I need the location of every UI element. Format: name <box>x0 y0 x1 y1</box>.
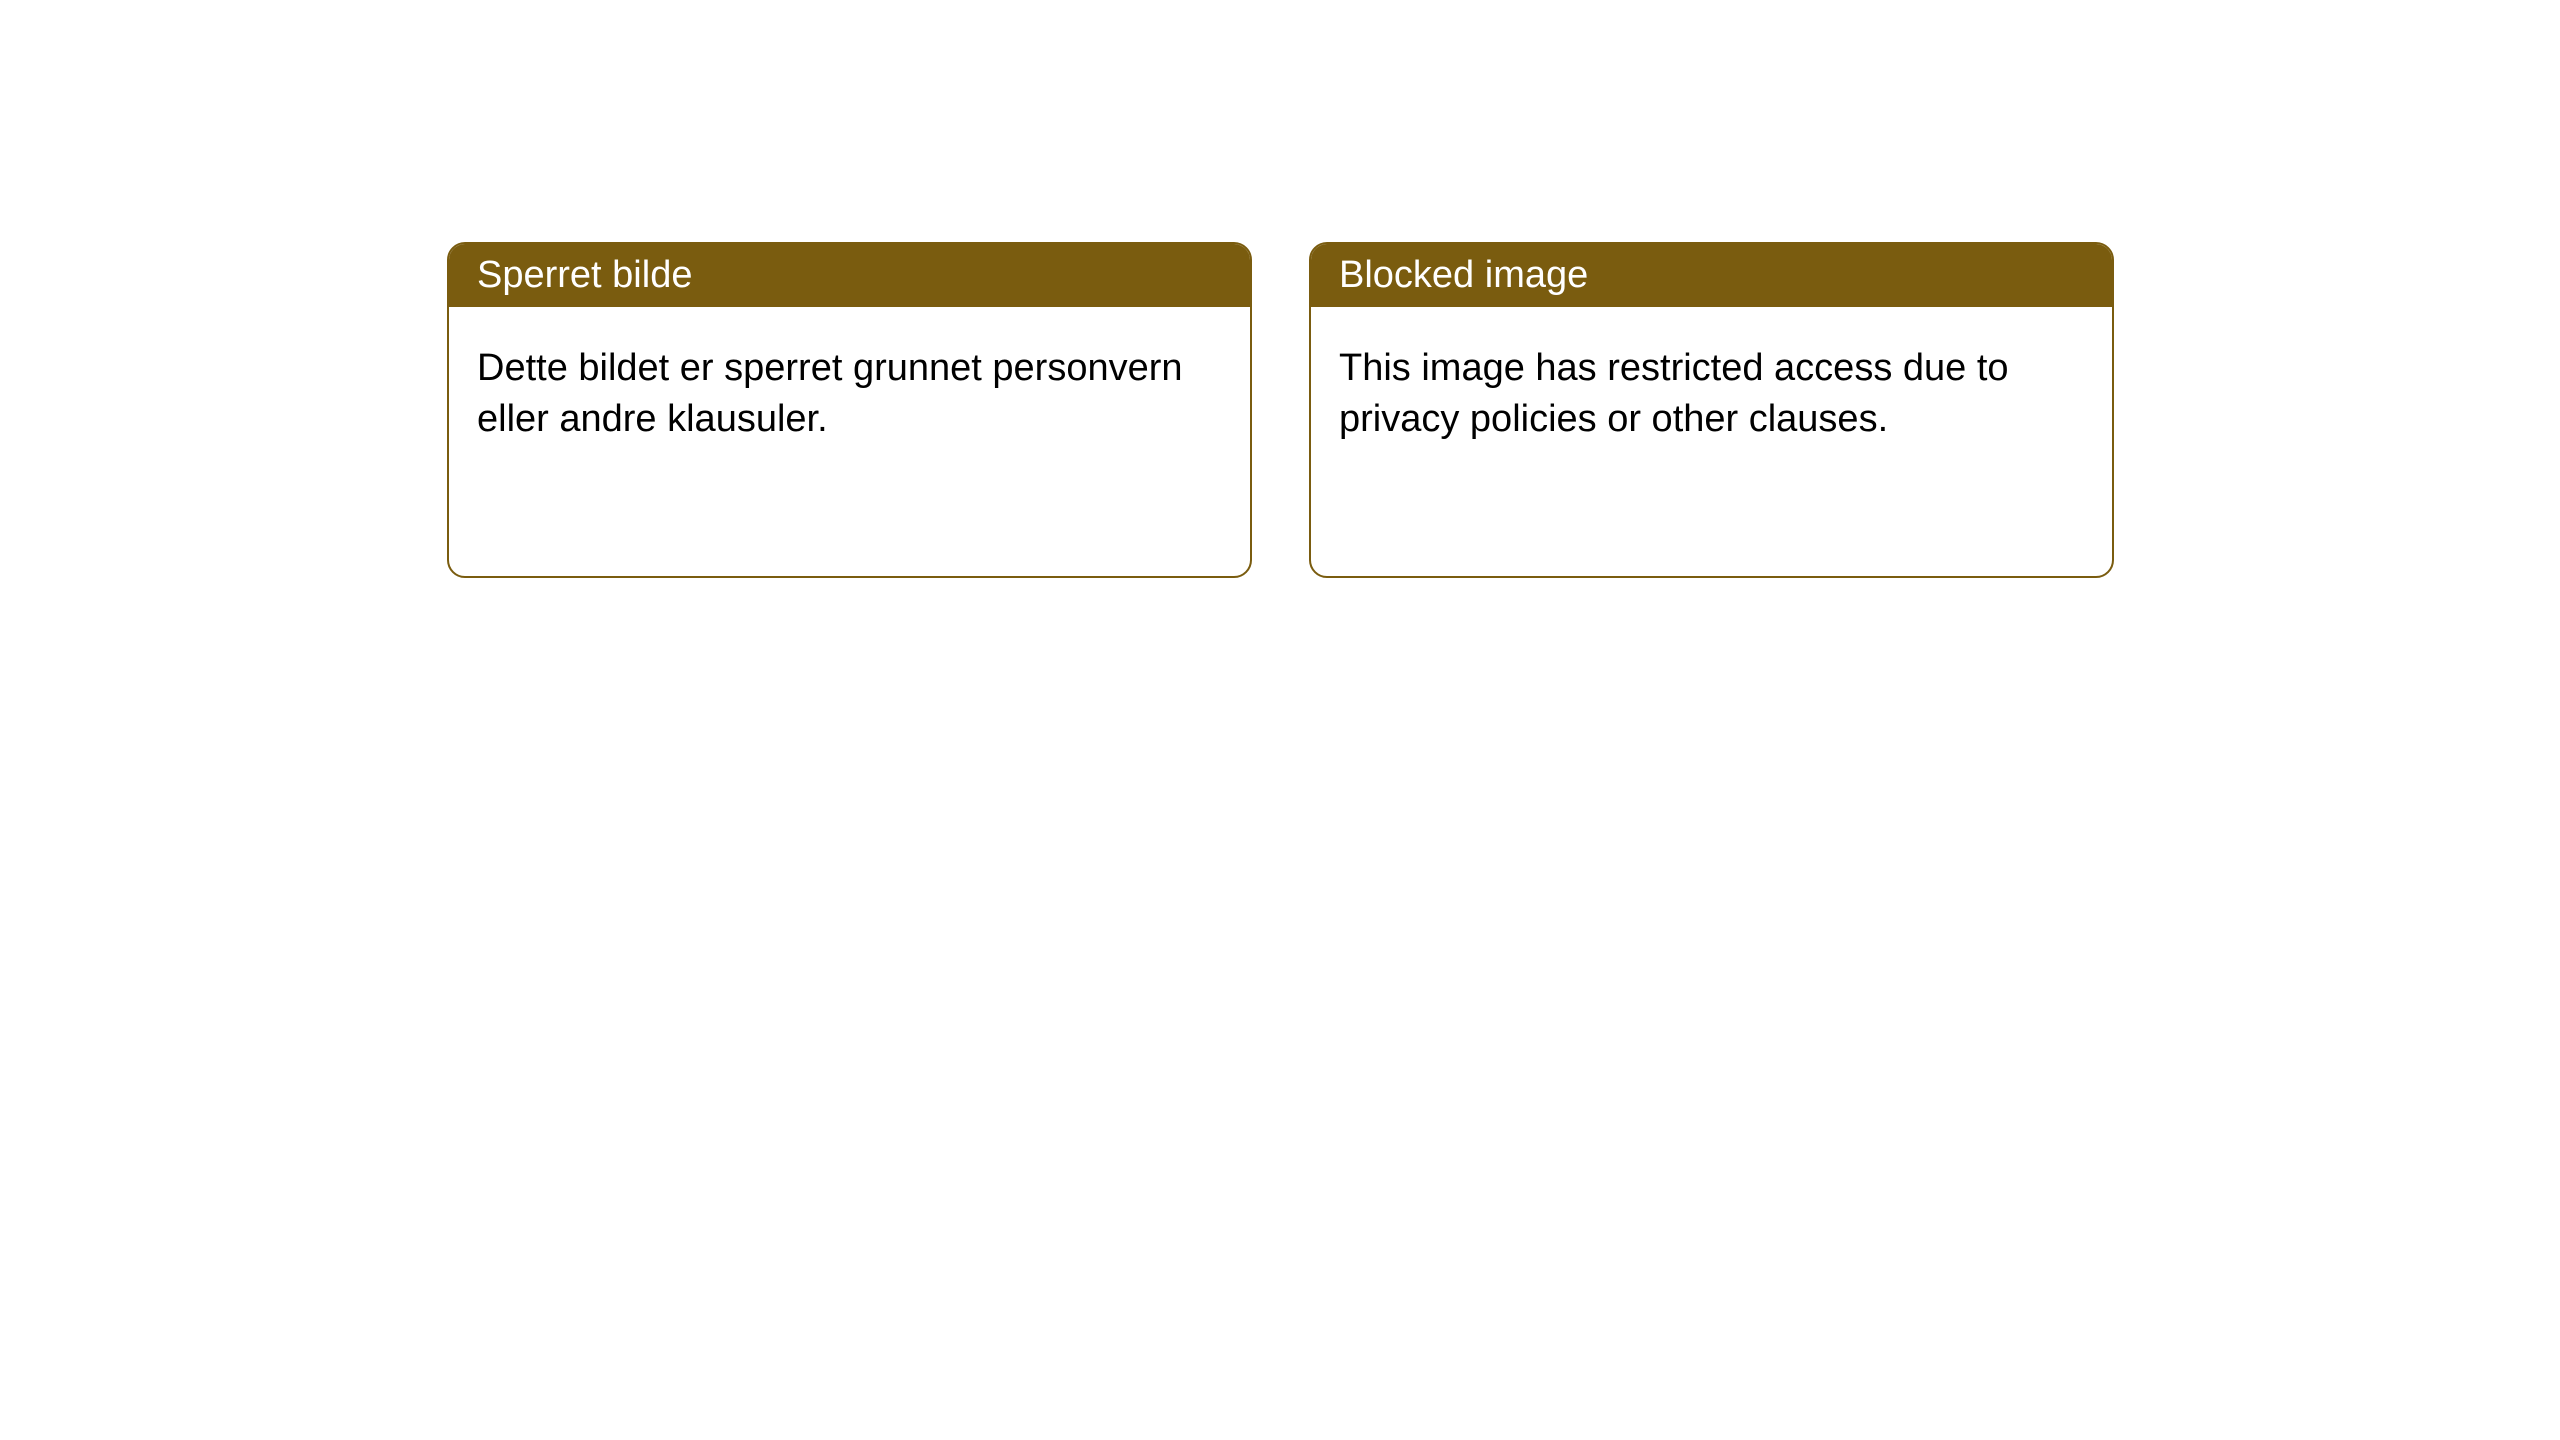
notice-card-norwegian: Sperret bilde Dette bildet er sperret gr… <box>447 242 1252 578</box>
notice-text: This image has restricted access due to … <box>1339 347 2009 440</box>
notice-container: Sperret bilde Dette bildet er sperret gr… <box>0 0 2560 578</box>
notice-title: Sperret bilde <box>477 254 692 296</box>
notice-header-norwegian: Sperret bilde <box>449 244 1250 307</box>
notice-text: Dette bildet er sperret grunnet personve… <box>477 347 1183 440</box>
notice-title: Blocked image <box>1339 254 1588 296</box>
notice-body-english: This image has restricted access due to … <box>1311 307 2112 482</box>
notice-body-norwegian: Dette bildet er sperret grunnet personve… <box>449 307 1250 482</box>
notice-card-english: Blocked image This image has restricted … <box>1309 242 2114 578</box>
notice-header-english: Blocked image <box>1311 244 2112 307</box>
